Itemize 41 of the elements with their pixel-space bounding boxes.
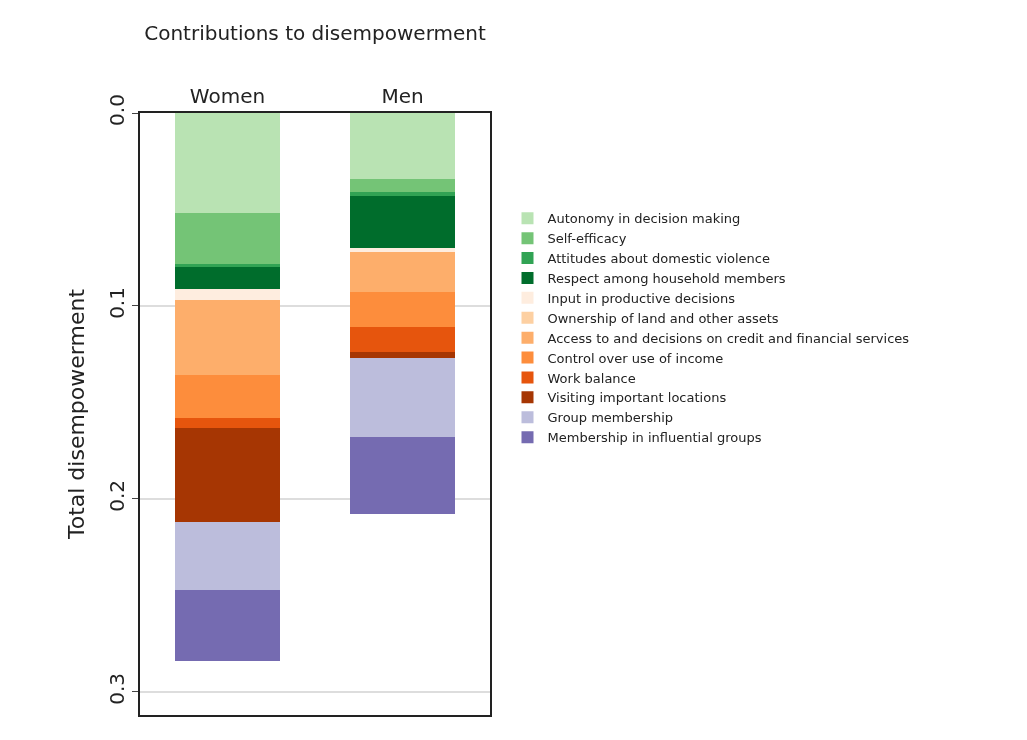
- bar: [350, 251, 455, 293]
- legend-label: Work balance: [547, 370, 636, 386]
- legend-label: Access to and decisions on credit and financial services: [547, 330, 910, 346]
- bar: [175, 427, 280, 523]
- legend-label: Ownership of land and other assets: [547, 310, 779, 326]
- bar: [175, 113, 280, 214]
- legend-label: Input in productive decisions: [547, 290, 736, 306]
- bar: [350, 248, 455, 252]
- chart-title: Contributions to disempowerment: [144, 20, 486, 45]
- y-tick-label: 0.2: [105, 479, 130, 512]
- bar: [350, 327, 455, 353]
- legend-label: Visiting important locations: [547, 390, 727, 406]
- x-tick-label: Men: [381, 84, 424, 109]
- bar: [175, 417, 280, 428]
- bar: [350, 195, 455, 249]
- y-tick-label: 0.0: [105, 94, 130, 126]
- bar: [175, 288, 280, 301]
- bar: [350, 192, 455, 196]
- y-axis-title: Total disempowerment: [63, 288, 89, 541]
- bar: [175, 213, 280, 264]
- bar: [350, 292, 455, 328]
- legend-label: Autonomy in decision making: [547, 211, 741, 227]
- bar: [350, 358, 455, 438]
- y-tick-label: 0.1: [105, 287, 130, 319]
- legend-label: Membership in influential groups: [547, 430, 762, 446]
- bar: [350, 178, 455, 193]
- legend-label: Attitudes about domestic violence: [547, 251, 770, 267]
- bar: [350, 113, 455, 179]
- bar: [175, 300, 280, 376]
- bar: [350, 352, 455, 359]
- legend-label: Control over use of income: [547, 350, 724, 366]
- legend-label: Group membership: [547, 410, 674, 426]
- x-tick-label: Women: [189, 84, 266, 109]
- bar: [175, 375, 280, 418]
- legend-label: Respect among household members: [547, 271, 786, 287]
- bar: [175, 267, 280, 289]
- y-tick-label: 0.3: [105, 672, 130, 705]
- bar: [175, 589, 280, 661]
- bar: [175, 522, 280, 590]
- legend-label: Self-efficacy: [547, 231, 627, 247]
- bar: [350, 437, 455, 515]
